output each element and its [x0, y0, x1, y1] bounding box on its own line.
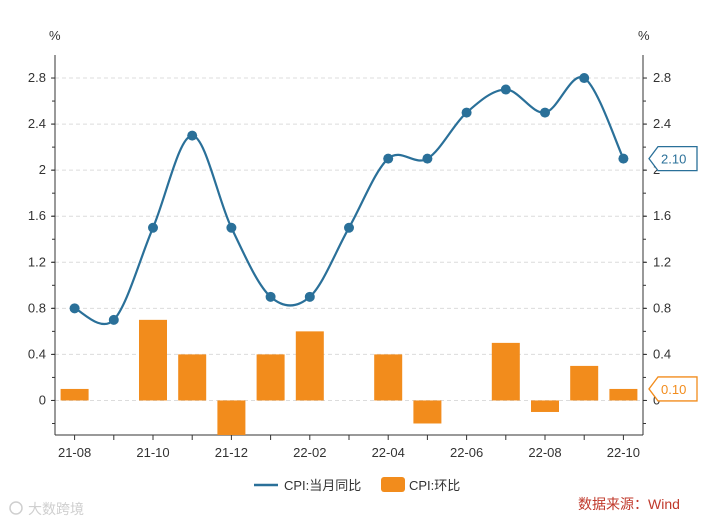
line-point — [69, 303, 80, 314]
line-point — [383, 153, 394, 164]
bar — [256, 354, 285, 401]
x-tick-label: 22-04 — [372, 445, 405, 460]
y-right-tick-label: 2.8 — [653, 70, 671, 85]
bar — [60, 388, 89, 401]
line-point — [540, 107, 550, 118]
bar — [531, 400, 559, 412]
x-tick-label: 22-02 — [293, 445, 326, 460]
y-right-tick-label: 1.2 — [653, 254, 671, 269]
line-point — [226, 222, 237, 233]
bar — [374, 354, 403, 401]
line-point — [344, 222, 354, 233]
bar — [570, 365, 599, 401]
line-point — [148, 222, 158, 233]
x-tick-label: 22-10 — [607, 445, 640, 460]
axes: 00.40.81.21.622.42.800.40.81.21.622.42.8… — [28, 55, 671, 460]
legend-bar-label: CPI:环比 — [409, 478, 460, 493]
y-left-tick-label: 2.8 — [28, 70, 46, 85]
y-left-tick-label: 0 — [39, 392, 46, 407]
legend-bar-swatch — [381, 477, 405, 492]
x-tick-label: 22-06 — [450, 445, 483, 460]
bar — [491, 342, 520, 401]
bar — [413, 400, 442, 424]
y-right-tick-label: 0.8 — [653, 300, 671, 315]
x-tick-label: 21-10 — [136, 445, 169, 460]
line-point — [461, 107, 472, 118]
data-source: 数据来源：Wind — [578, 496, 680, 512]
bar — [217, 400, 246, 435]
line-series — [69, 73, 629, 326]
bar — [609, 388, 638, 401]
x-tick-label: 22-08 — [528, 445, 561, 460]
line-point — [579, 73, 590, 84]
left-unit-label: % — [49, 28, 61, 43]
y-left-tick-label: 0.8 — [28, 300, 46, 315]
value-callouts: 2.10 0.10 — [648, 145, 698, 402]
y-left-tick-label: 2.4 — [28, 116, 46, 131]
y-right-tick-label: 2.4 — [653, 116, 671, 131]
legend-line-label: CPI:当月同比 — [284, 478, 361, 493]
x-tick-label: 21-12 — [215, 445, 248, 460]
callout-value: 0.10 — [661, 382, 686, 397]
watermark-logo — [9, 501, 23, 515]
bar — [139, 319, 167, 401]
y-left-tick-label: 1.6 — [28, 208, 46, 223]
y-right-tick-label: 0.4 — [653, 346, 671, 361]
callout-value: 2.10 — [661, 152, 686, 167]
line-point — [265, 291, 276, 302]
x-tick-label: 21-08 — [58, 445, 91, 460]
line-path — [74, 76, 625, 326]
line-point — [500, 84, 511, 95]
callout-box — [648, 145, 698, 172]
line-point — [304, 291, 315, 302]
right-unit-label: % — [638, 28, 650, 43]
y-left-tick-label: 1.2 — [28, 254, 46, 269]
y-left-tick-label: 2 — [39, 162, 46, 177]
bar-series — [60, 319, 638, 435]
callout-box — [648, 376, 698, 402]
y-left-tick-label: 0.4 — [28, 346, 46, 361]
bar — [178, 354, 207, 401]
line-point — [422, 153, 433, 164]
line-point — [108, 314, 119, 325]
watermark: 大数跨境 — [28, 501, 84, 517]
legend: CPI:当月同比 CPI:环比 — [254, 477, 460, 493]
y-right-tick-label: 1.6 — [653, 208, 671, 223]
line-point — [618, 153, 629, 164]
bar — [295, 331, 324, 401]
line-point — [187, 130, 198, 141]
